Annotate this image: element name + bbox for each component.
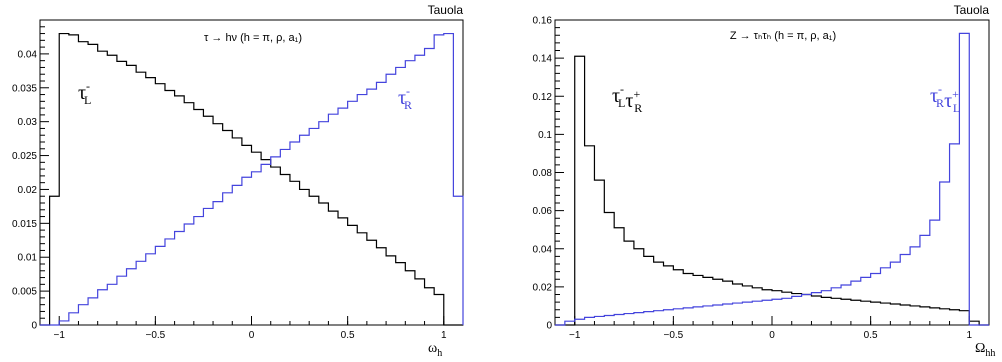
y-tick-label: 0.02 bbox=[533, 282, 553, 293]
y-tick-label: 0 bbox=[31, 321, 37, 332]
y-tick-label: 0.04 bbox=[18, 49, 38, 60]
y-tick-label: 0.02 bbox=[18, 185, 38, 196]
x-tick-label: 0 bbox=[249, 330, 255, 341]
x-tick-label: 0 bbox=[769, 330, 775, 341]
y-tick-label: 0.06 bbox=[533, 206, 553, 217]
generator-label: Tauola bbox=[954, 3, 990, 17]
x-tick-label: 0.5 bbox=[341, 330, 355, 341]
y-tick-label: 0.1 bbox=[538, 130, 552, 141]
y-tick-label: 0.16 bbox=[533, 16, 553, 27]
y-tick-label: 0.025 bbox=[12, 151, 37, 162]
y-tick-label: 0.14 bbox=[533, 54, 553, 65]
panel-1: 0 0.005 0.01 0.015 0.02 0.025 0.03 0.035 0.04 −1 −… bbox=[12, 3, 464, 359]
y-tick-label: 0.005 bbox=[12, 287, 37, 298]
x-tick-label: 1 bbox=[966, 330, 972, 341]
histogram-series-1 bbox=[555, 55, 989, 326]
panel-2: 0 0.02 0.04 0.06 0.08 0.1 0.12 0.14 0.16 −1 −0.5 0 0… bbox=[533, 3, 996, 359]
x-axis-title: Ωhh bbox=[975, 341, 995, 359]
x-tick-label: −1 bbox=[54, 330, 66, 341]
y-tick-label: 0.12 bbox=[533, 92, 553, 103]
process-annotation: τ → hν (h = π, ρ, a₁) bbox=[204, 32, 302, 44]
plot-frame bbox=[554, 19, 990, 326]
y-tick-label: 0.01 bbox=[18, 253, 38, 264]
y-tick-label: 0.04 bbox=[533, 244, 553, 255]
histogram-series-1 bbox=[40, 32, 463, 326]
y-tick-label: 0.015 bbox=[12, 219, 37, 230]
x-tick-label: −1 bbox=[569, 330, 581, 341]
x-axis-title: ωh bbox=[428, 341, 442, 359]
series-label-2: τ-R bbox=[398, 84, 412, 112]
series-label-2: τ-Rτ+ L bbox=[930, 82, 960, 115]
y-tick-label: 0.08 bbox=[533, 168, 553, 179]
y-tick-label: 0.035 bbox=[12, 83, 37, 94]
x-tick-label: −0.5 bbox=[145, 330, 165, 341]
series-label-1: τ-Lτ+ R bbox=[612, 82, 642, 115]
x-tick-label: −0.5 bbox=[663, 330, 683, 341]
x-tick-label: 1 bbox=[441, 330, 447, 341]
x-tick-label: 0.5 bbox=[864, 330, 878, 341]
histogram-series-2 bbox=[555, 32, 989, 326]
generator-label: Tauola bbox=[428, 3, 464, 17]
y-tick-label: 0.03 bbox=[18, 117, 38, 128]
process-annotation: Z → τₕτₕ (h = π, ρ, a₁) bbox=[730, 30, 836, 42]
histogram-series-2 bbox=[40, 32, 464, 326]
y-tick-label: 0 bbox=[546, 321, 552, 332]
series-label-1: τ-L bbox=[78, 79, 91, 107]
